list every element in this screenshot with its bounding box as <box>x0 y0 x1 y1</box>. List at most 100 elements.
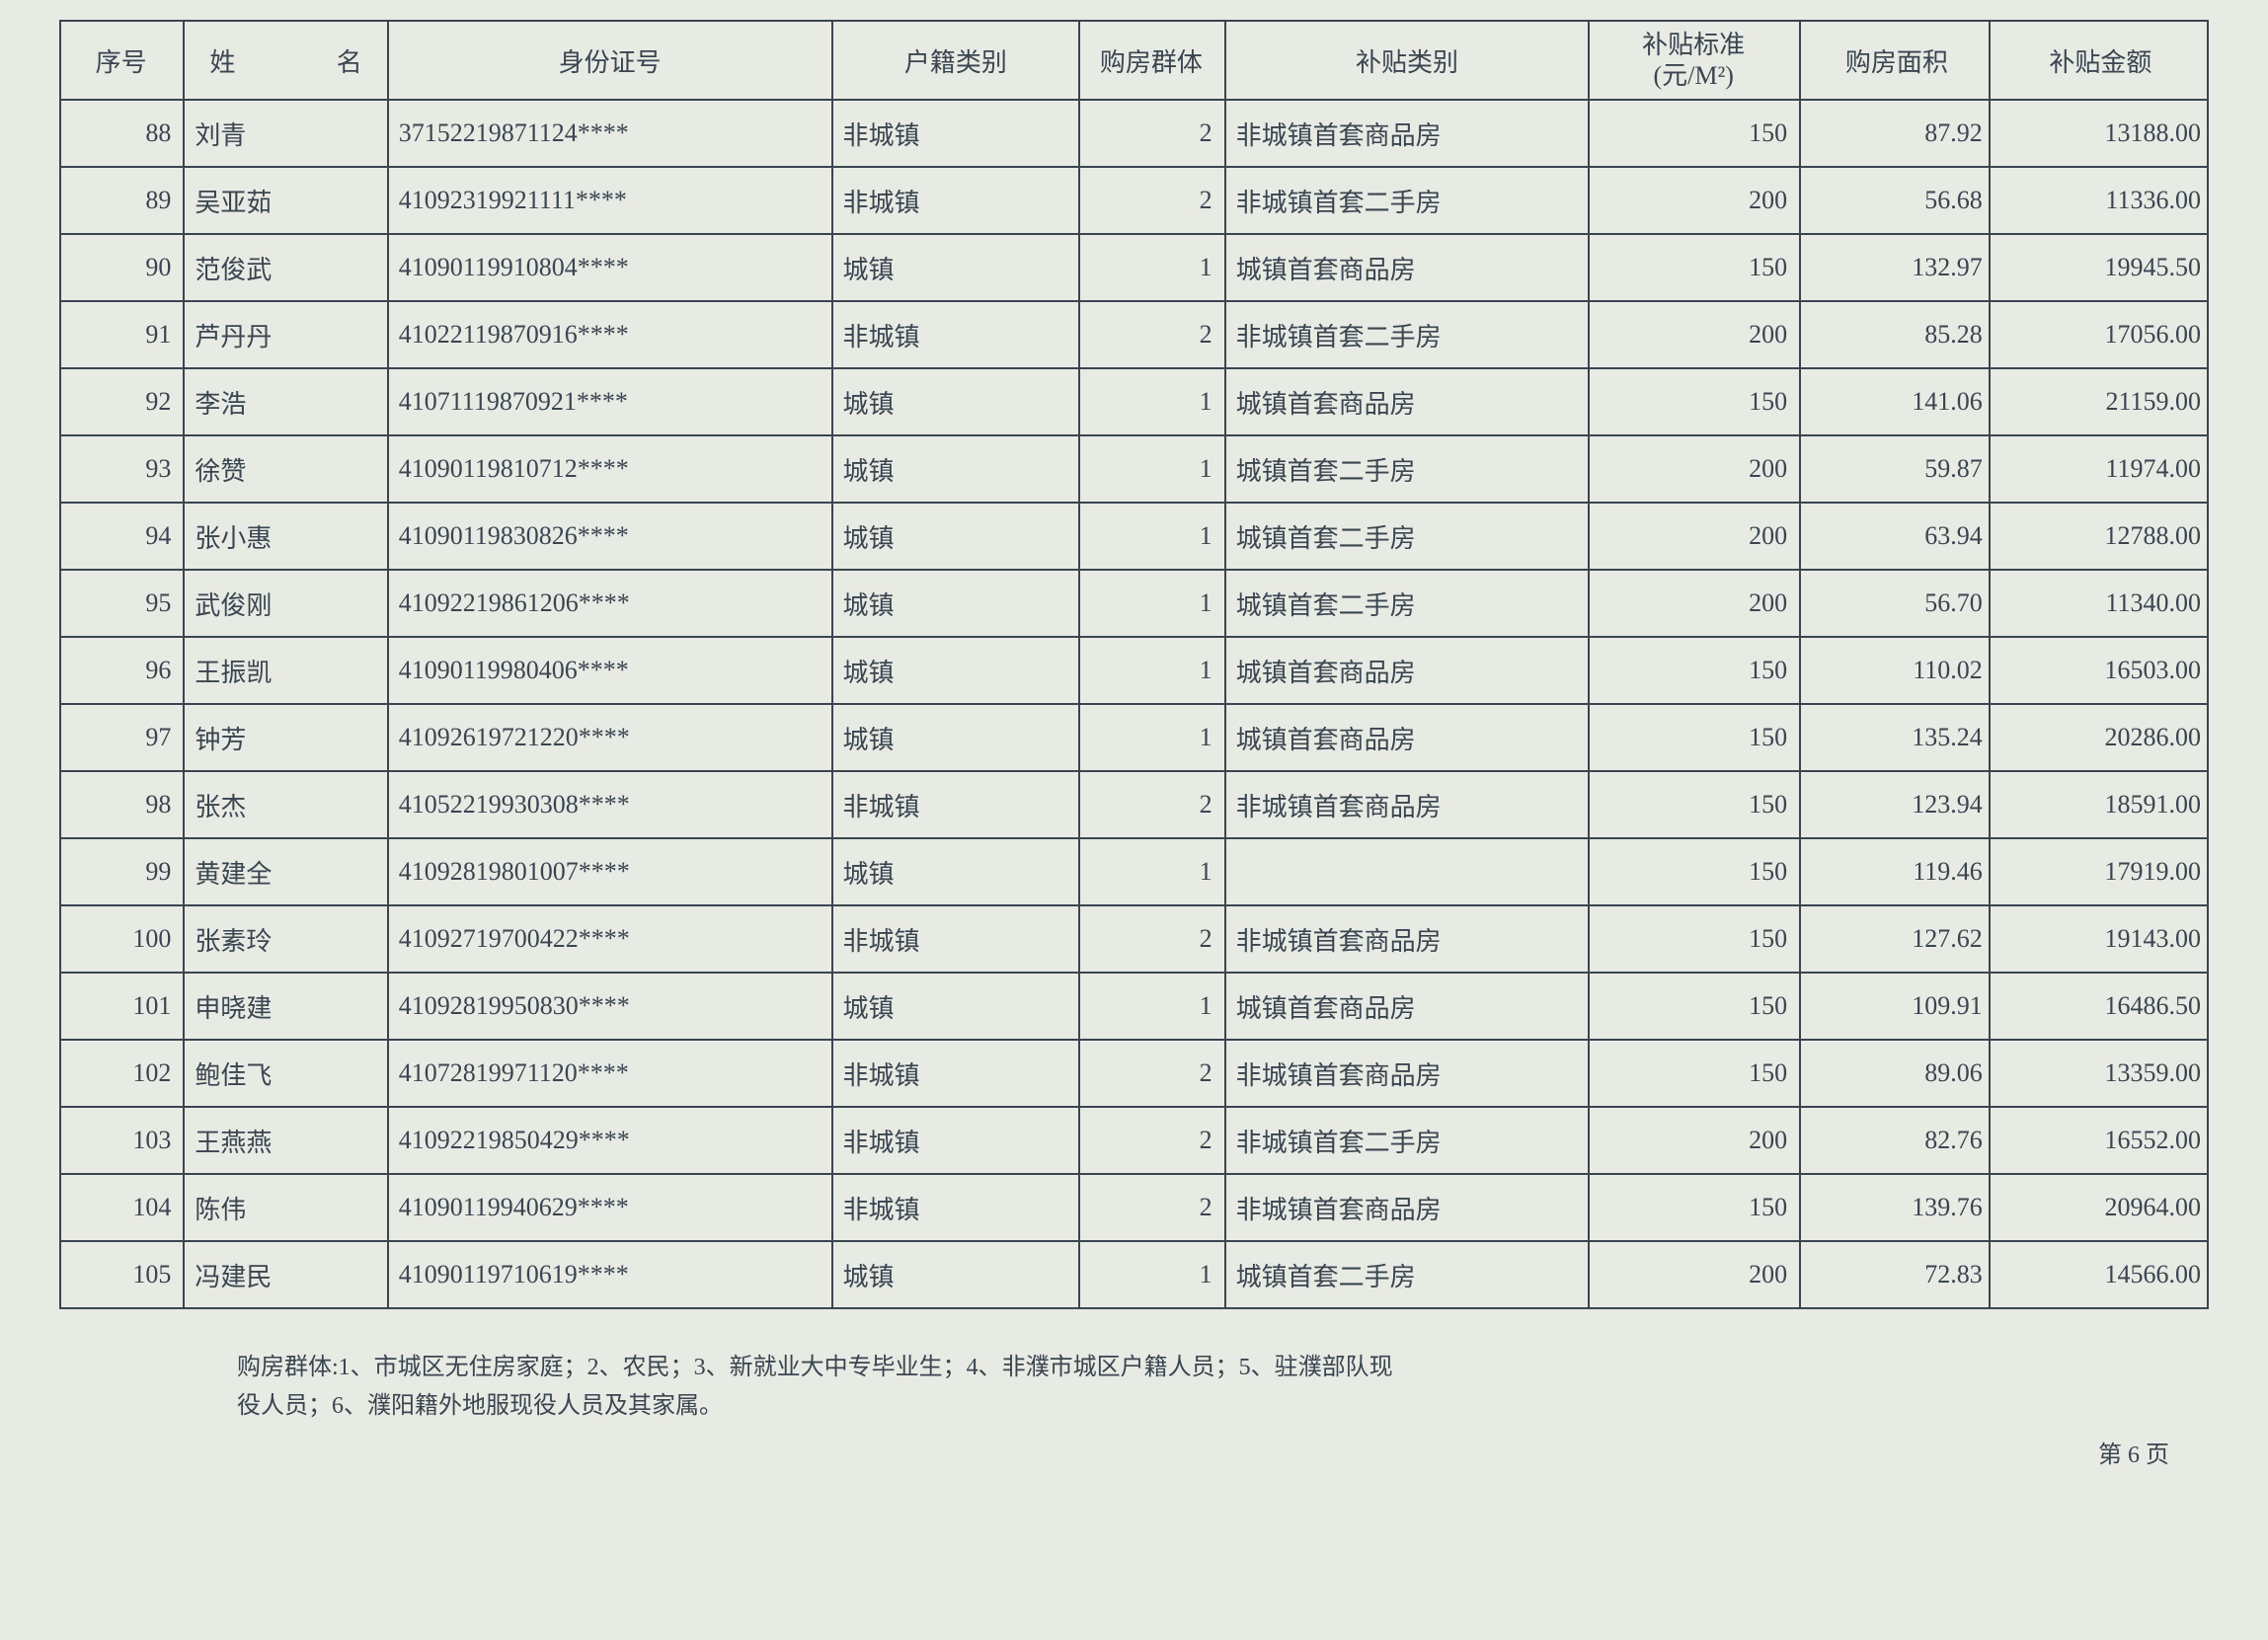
cell-hukou: 城镇 <box>832 973 1080 1040</box>
cell-group: 2 <box>1079 167 1224 234</box>
cell-area: 123.94 <box>1800 771 1990 838</box>
cell-group: 2 <box>1079 905 1224 973</box>
cell-group: 2 <box>1079 301 1224 368</box>
cell-seq: 99 <box>60 838 184 905</box>
cell-subtype: 城镇首套二手房 <box>1225 570 1590 637</box>
table-row: 96王振凯41090119980406****城镇1城镇首套商品房150110.… <box>60 637 2208 704</box>
header-seq: 序号 <box>60 21 184 100</box>
cell-name: 范俊武 <box>184 234 387 301</box>
header-subtype: 补贴类别 <box>1225 21 1590 100</box>
cell-standard: 150 <box>1589 234 1800 301</box>
cell-name: 刘青 <box>184 100 387 167</box>
table-row: 88刘青37152219871124****非城镇2非城镇首套商品房15087.… <box>60 100 2208 167</box>
cell-id: 41072819971120**** <box>388 1040 832 1107</box>
cell-id: 41092219861206**** <box>388 570 832 637</box>
cell-hukou: 非城镇 <box>832 1107 1080 1174</box>
cell-area: 89.06 <box>1800 1040 1990 1107</box>
cell-name: 芦丹丹 <box>184 301 387 368</box>
cell-seq: 90 <box>60 234 184 301</box>
cell-group: 1 <box>1079 1241 1224 1308</box>
cell-subtype: 非城镇首套商品房 <box>1225 1174 1590 1241</box>
cell-subtype: 城镇首套二手房 <box>1225 435 1590 503</box>
cell-name: 王燕燕 <box>184 1107 387 1174</box>
cell-standard: 200 <box>1589 1107 1800 1174</box>
cell-id: 41092819950830**** <box>388 973 832 1040</box>
cell-area: 139.76 <box>1800 1174 1990 1241</box>
footer-note-line1: 购房群体:1、市城区无住房家庭；2、农民；3、新就业大中专毕业生；4、非濮市城区… <box>237 1349 1619 1386</box>
cell-hukou: 非城镇 <box>832 301 1080 368</box>
table-row: 97钟芳41092619721220****城镇1城镇首套商品房150135.2… <box>60 704 2208 771</box>
cell-hukou: 城镇 <box>832 1241 1080 1308</box>
cell-seq: 89 <box>60 167 184 234</box>
cell-area: 85.28 <box>1800 301 1990 368</box>
cell-seq: 94 <box>60 503 184 570</box>
cell-subtype: 非城镇首套商品房 <box>1225 771 1590 838</box>
table-row: 95武俊刚41092219861206****城镇1城镇首套二手房20056.7… <box>60 570 2208 637</box>
header-standard: 补贴标准 (元/M²) <box>1589 21 1800 100</box>
cell-group: 2 <box>1079 1174 1224 1241</box>
cell-group: 1 <box>1079 973 1224 1040</box>
table-row: 101申晓建41092819950830****城镇1城镇首套商品房150109… <box>60 973 2208 1040</box>
cell-amount: 13359.00 <box>1990 1040 2208 1107</box>
table-row: 92李浩41071119870921****城镇1城镇首套商品房150141.0… <box>60 368 2208 435</box>
cell-group: 2 <box>1079 1107 1224 1174</box>
footer-note: 购房群体:1、市城区无住房家庭；2、农民；3、新就业大中专毕业生；4、非濮市城区… <box>237 1349 1619 1425</box>
cell-subtype: 非城镇首套二手房 <box>1225 1107 1590 1174</box>
page-container: 序号 姓 名 身份证号 户籍类别 购房群体 补贴类别 补贴标准 (元/M²) 购… <box>59 20 2209 1469</box>
cell-subtype: 非城镇首套商品房 <box>1225 100 1590 167</box>
cell-hukou: 非城镇 <box>832 1040 1080 1107</box>
cell-subtype: 城镇首套商品房 <box>1225 368 1590 435</box>
cell-id: 41092319921111**** <box>388 167 832 234</box>
cell-hukou: 城镇 <box>832 503 1080 570</box>
cell-id: 41090119940629**** <box>388 1174 832 1241</box>
cell-group: 2 <box>1079 771 1224 838</box>
table-row: 100张素玲41092719700422****非城镇2非城镇首套商品房1501… <box>60 905 2208 973</box>
cell-name: 钟芳 <box>184 704 387 771</box>
cell-hukou: 城镇 <box>832 368 1080 435</box>
table-row: 89吴亚茹41092319921111****非城镇2非城镇首套二手房20056… <box>60 167 2208 234</box>
cell-hukou: 城镇 <box>832 435 1080 503</box>
header-group: 购房群体 <box>1079 21 1224 100</box>
cell-group: 1 <box>1079 570 1224 637</box>
cell-group: 1 <box>1079 838 1224 905</box>
header-hukou: 户籍类别 <box>832 21 1080 100</box>
cell-area: 72.83 <box>1800 1241 1990 1308</box>
cell-name: 武俊刚 <box>184 570 387 637</box>
cell-seq: 93 <box>60 435 184 503</box>
cell-group: 2 <box>1079 1040 1224 1107</box>
cell-amount: 17056.00 <box>1990 301 2208 368</box>
cell-area: 56.70 <box>1800 570 1990 637</box>
cell-hukou: 城镇 <box>832 637 1080 704</box>
cell-area: 87.92 <box>1800 100 1990 167</box>
footer-note-line2: 役人员；6、濮阳籍外地服现役人员及其家属。 <box>237 1387 1619 1425</box>
cell-amount: 12788.00 <box>1990 503 2208 570</box>
cell-amount: 18591.00 <box>1990 771 2208 838</box>
cell-area: 110.02 <box>1800 637 1990 704</box>
cell-amount: 16503.00 <box>1990 637 2208 704</box>
cell-id: 41090119810712**** <box>388 435 832 503</box>
cell-name: 王振凯 <box>184 637 387 704</box>
cell-standard: 150 <box>1589 100 1800 167</box>
table-row: 90范俊武41090119910804****城镇1城镇首套商品房150132.… <box>60 234 2208 301</box>
cell-id: 41090119910804**** <box>388 234 832 301</box>
cell-standard: 150 <box>1589 905 1800 973</box>
header-name-char1: 姓 <box>209 42 235 79</box>
cell-seq: 98 <box>60 771 184 838</box>
cell-hukou: 非城镇 <box>832 905 1080 973</box>
cell-group: 1 <box>1079 637 1224 704</box>
cell-id: 41090119710619**** <box>388 1241 832 1308</box>
cell-id: 41092219850429**** <box>388 1107 832 1174</box>
cell-id: 41022119870916**** <box>388 301 832 368</box>
cell-hukou: 城镇 <box>832 570 1080 637</box>
cell-standard: 200 <box>1589 301 1800 368</box>
cell-group: 1 <box>1079 435 1224 503</box>
cell-id: 41092719700422**** <box>388 905 832 973</box>
cell-standard: 150 <box>1589 704 1800 771</box>
cell-area: 109.91 <box>1800 973 1990 1040</box>
cell-amount: 20964.00 <box>1990 1174 2208 1241</box>
cell-subtype: 城镇首套商品房 <box>1225 704 1590 771</box>
cell-amount: 11340.00 <box>1990 570 2208 637</box>
cell-hukou: 城镇 <box>832 704 1080 771</box>
cell-name: 冯建民 <box>184 1241 387 1308</box>
cell-seq: 104 <box>60 1174 184 1241</box>
